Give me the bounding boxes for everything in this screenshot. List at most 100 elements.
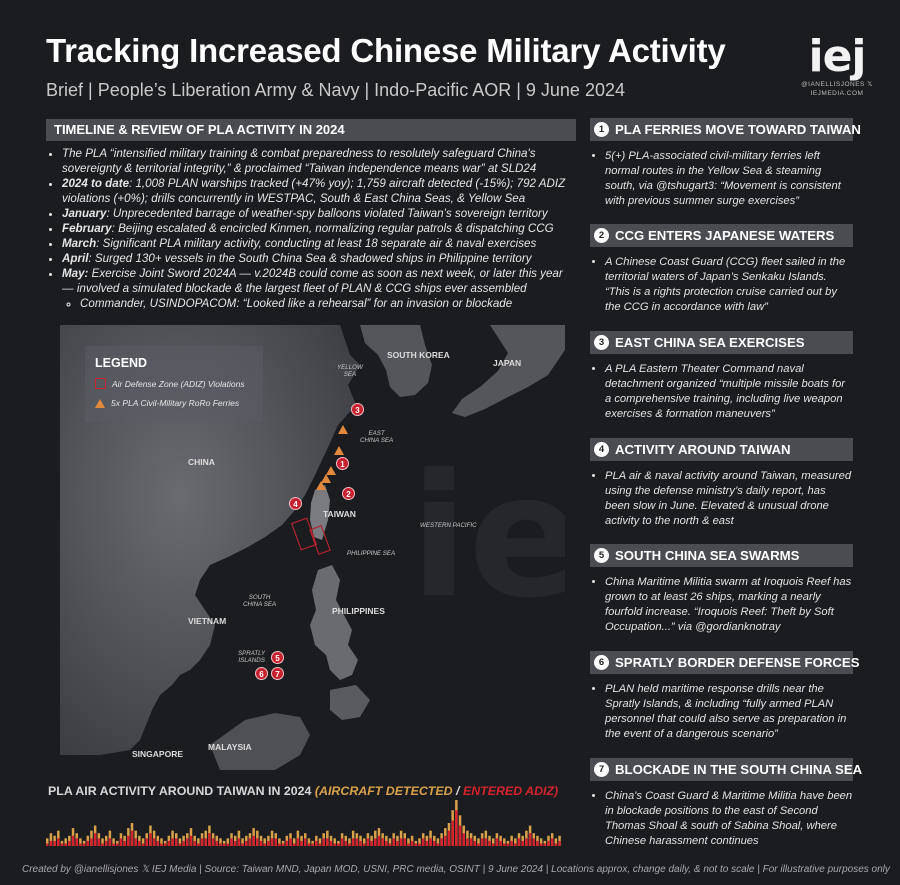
bar-entered-adiz [108, 838, 112, 846]
adiz-box-icon [95, 378, 106, 389]
brief-item-number: 2 [594, 228, 609, 243]
bar-entered-adiz [116, 843, 119, 846]
bar-entered-adiz [119, 838, 123, 846]
bar-entered-adiz [79, 843, 82, 846]
legend-ferry-label: 5x PLA Civil-Military RoRo Ferries [111, 398, 240, 408]
bar-aircraft-detected [292, 838, 296, 846]
map-marker-5[interactable]: 5 [271, 651, 284, 664]
label-taiwan: TAIWAN [323, 509, 356, 519]
bar-entered-adiz [503, 843, 506, 846]
bar-entered-adiz [296, 838, 300, 846]
bar-entered-adiz [495, 838, 499, 846]
map-marker-3[interactable]: 3 [351, 403, 364, 416]
bar-entered-adiz [178, 843, 182, 846]
bar-aircraft-detected [333, 838, 336, 846]
bar-entered-adiz [256, 838, 259, 846]
philippines-landmass [310, 565, 358, 680]
bar-entered-adiz [469, 838, 473, 846]
bar-entered-adiz [440, 838, 443, 846]
bar-entered-adiz [104, 840, 108, 846]
bar-entered-adiz [156, 840, 160, 846]
timeline-item: May: Exercise Joint Sword 2024A — v.2024… [62, 266, 576, 311]
taiwan-landmass [310, 485, 330, 540]
bar-entered-adiz [123, 840, 126, 846]
brief-item-header: 6 SPRATLY BORDER DEFENSE FORCES [590, 651, 860, 674]
bar-entered-adiz [93, 833, 97, 846]
bar-aircraft-detected [539, 838, 543, 846]
bar-entered-adiz [370, 840, 373, 846]
bar-entered-adiz [186, 838, 189, 846]
chart-title-main: PLA AIR ACTIVITY AROUND TAIWAN IN 2024 [48, 784, 312, 798]
chart-title-series-2: ENTERED ADIZ [462, 784, 555, 798]
bar-entered-adiz [374, 838, 377, 846]
legend-title: LEGEND [95, 356, 148, 370]
brief-item-5: 5 SOUTH CHINA SEA SWARMS China Maritime M… [590, 544, 853, 635]
ferry-marker [326, 466, 336, 475]
bar-aircraft-detected [348, 838, 351, 846]
legend-adiz-label: Air Defense Zone (ADIZ) Violations [112, 378, 245, 389]
brief-item-title: BLOCKADE IN THE SOUTH CHINA SEA [615, 762, 863, 777]
ferry-triangle-icon [95, 398, 105, 408]
bar-entered-adiz [163, 843, 167, 846]
bar-entered-adiz [82, 843, 86, 846]
bar-entered-adiz [525, 838, 528, 846]
bar-entered-adiz [252, 835, 255, 846]
map-marker-7[interactable]: 7 [271, 667, 284, 680]
bar-aircraft-detected [407, 838, 410, 846]
label-china: CHINA [188, 457, 215, 467]
bar-entered-adiz [528, 833, 532, 846]
bar-entered-adiz [451, 820, 454, 846]
ferry-marker [321, 474, 331, 483]
bar-entered-adiz [175, 838, 178, 846]
bar-entered-adiz [189, 835, 193, 846]
chart-title-separator: / [456, 784, 460, 798]
brief-item-title: SOUTH CHINA SEA SWARMS [615, 548, 800, 563]
brief-item-6: 6 SPRATLY BORDER DEFENSE FORCES PLAN held… [590, 651, 860, 742]
bar-entered-adiz [259, 840, 263, 846]
bar-entered-adiz [510, 840, 513, 846]
indo-pacific-map: iej [60, 325, 565, 770]
bar-entered-adiz [326, 838, 329, 846]
bar-entered-adiz [134, 838, 137, 846]
bar-entered-adiz [344, 840, 348, 846]
timeline-sub-item: Commander, USINDOPACOM: “Looked like a r… [80, 296, 576, 311]
brief-item-header: 3 EAST CHINA SEA EXERCISES [590, 331, 853, 354]
bar-aircraft-detected [46, 838, 49, 846]
map-marker-1[interactable]: 1 [336, 457, 349, 470]
bar-entered-adiz [285, 840, 289, 846]
bar-entered-adiz [329, 840, 333, 846]
bar-entered-adiz [436, 843, 440, 846]
timeline-item: 2024 to date: 1,008 PLAN warships tracke… [62, 176, 576, 206]
bar-aircraft-detected [160, 838, 163, 846]
bar-entered-adiz [248, 838, 252, 846]
bar-entered-adiz [197, 843, 200, 846]
chart-title: PLA AIR ACTIVITY AROUND TAIWAN IN 2024 (… [48, 784, 559, 798]
brief-item-7: 7 BLOCKADE IN THE SOUTH CHINA SEA China's… [590, 758, 862, 849]
map-legend: LEGEND Air Defense Zone (ADIZ) Violation… [85, 346, 263, 422]
map-marker-2[interactable]: 2 [342, 487, 355, 500]
timeline-list: The PLA “intensified military training &… [36, 146, 576, 311]
bar-entered-adiz [348, 843, 351, 846]
brief-item-text: 5(+) PLA-associated civil-military ferri… [605, 149, 853, 209]
map-marker-4[interactable]: 4 [289, 497, 302, 510]
bar-entered-adiz [444, 835, 447, 846]
bar-entered-adiz [514, 843, 517, 846]
bar-entered-adiz [484, 838, 488, 846]
brief-item-title: ACTIVITY AROUND TAIWAN [615, 442, 791, 457]
map-marker-6[interactable]: 6 [255, 667, 268, 680]
label-philippine-sea: PHILIPPINE SEA [347, 550, 396, 557]
brief-item-title: SPRATLY BORDER DEFENSE FORCES [615, 655, 860, 670]
bar-entered-adiz [68, 840, 71, 846]
air-activity-bar-chart [46, 800, 561, 846]
bar-entered-adiz [414, 843, 418, 846]
brief-item-title: CCG ENTERS JAPANESE WATERS [615, 228, 835, 243]
bar-aircraft-detected [436, 838, 440, 846]
bar-entered-adiz [429, 838, 432, 846]
japan-landmass [452, 325, 565, 417]
bar-entered-adiz [536, 840, 539, 846]
brief-item-number: 3 [594, 335, 609, 350]
brief-item-3: 3 EAST CHINA SEA EXERCISES A PLA Eastern … [590, 331, 853, 422]
label-malaysia: MALAYSIA [208, 742, 252, 752]
bar-entered-adiz [322, 838, 325, 846]
bar-entered-adiz [488, 840, 491, 846]
